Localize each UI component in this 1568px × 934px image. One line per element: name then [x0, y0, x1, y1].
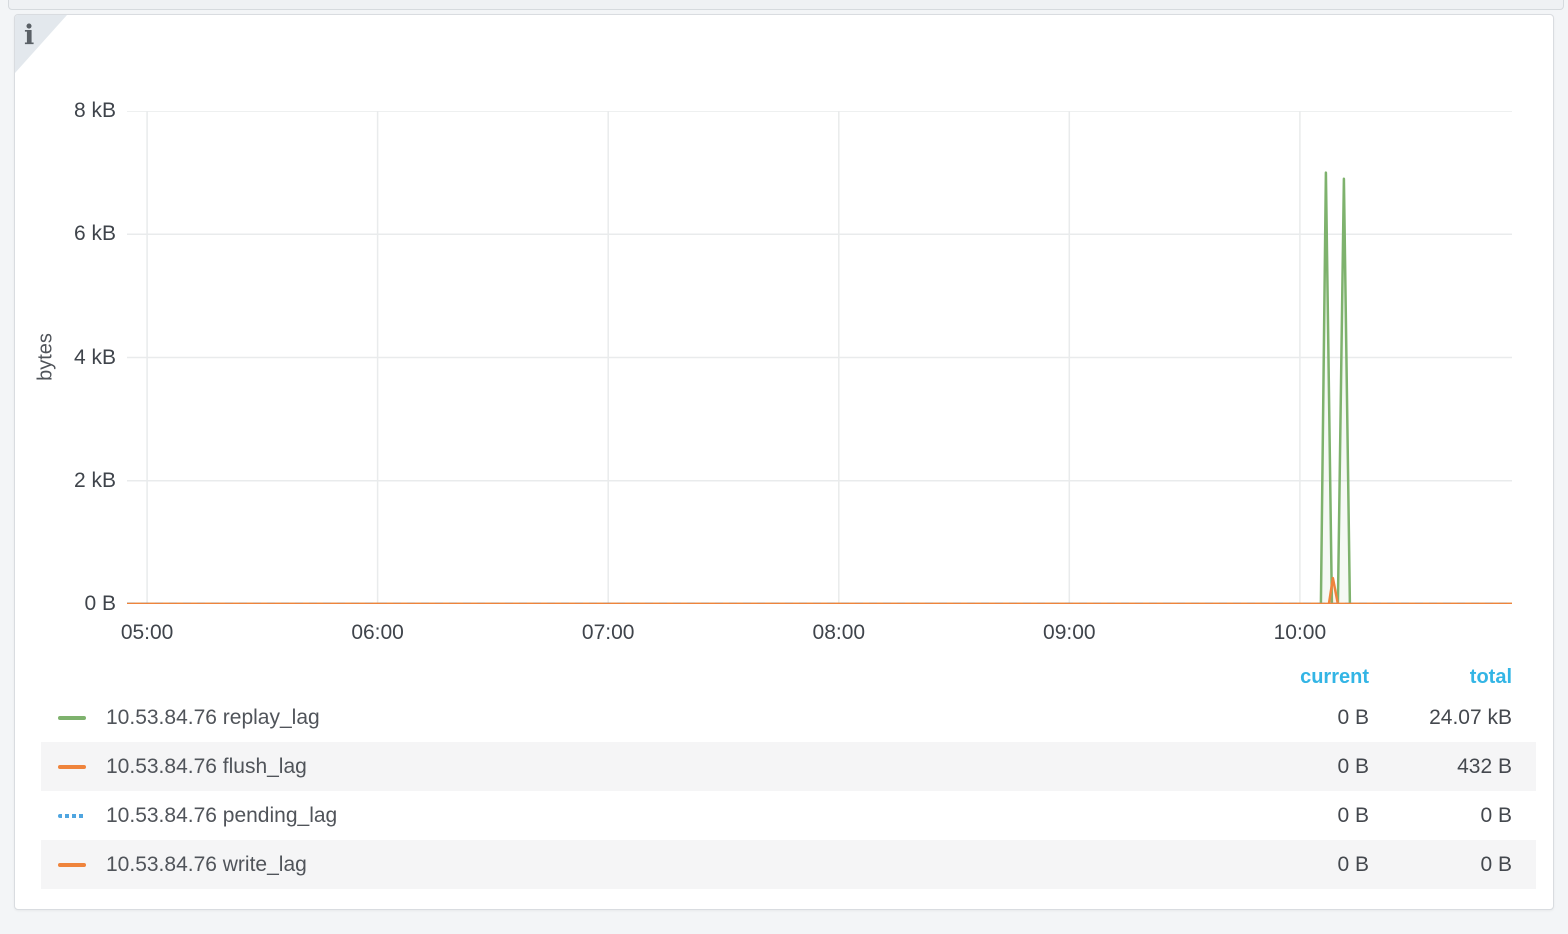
adjacent-panel-edge: [8, 0, 1564, 10]
y-axis-ticks: 0 B 2 kB 4 kB 6 kB 8 kB: [15, 99, 116, 615]
x-tick-label: 09:00: [1043, 621, 1096, 644]
x-tick-label: 05:00: [120, 621, 174, 644]
series-label[interactable]: 10.53.84.76 flush_lag: [106, 754, 307, 778]
series-current-value: 0 B: [1337, 705, 1369, 729]
series-total-value: 24.07 kB: [1429, 705, 1512, 729]
panel-info-corner[interactable]: [15, 15, 67, 73]
x-tick-label: 08:00: [812, 621, 866, 644]
x-axis-ticks: 05:00 06:00 07:00 08:00 09:00 10:00: [121, 621, 1512, 651]
x-tick-label: 07:00: [581, 621, 635, 644]
series-color-icon[interactable]: [58, 813, 86, 818]
series-total-value: 432 B: [1457, 754, 1512, 778]
series-line: [127, 171, 1512, 604]
x-tick-label: 06:00: [351, 621, 404, 644]
series-current-value: 0 B: [1337, 754, 1369, 778]
series-fill: [127, 578, 1512, 604]
series-color-icon[interactable]: [58, 862, 86, 867]
legend-sort-current[interactable]: current: [1300, 665, 1369, 688]
y-tick-label: 8 kB: [73, 99, 116, 122]
info-icon: i: [24, 20, 35, 51]
series-total-value: 0 B: [1480, 852, 1512, 876]
legend-sort-total[interactable]: total: [1469, 665, 1512, 688]
legend-row: 10.53.84.76 pending_lag 0 B 0 B: [41, 791, 1536, 840]
y-tick-label: 0 B: [84, 592, 116, 615]
y-tick-label: 2 kB: [73, 468, 116, 492]
legend-rows: 10.53.84.76 replay_lag 0 B 24.07 kB 10.53.8…: [41, 693, 1536, 889]
series-current-value: 0 B: [1337, 852, 1369, 876]
y-tick-label: 6 kB: [73, 222, 116, 246]
series-label[interactable]: 10.53.84.76 pending_lag: [106, 803, 338, 827]
legend-row: 10.53.84.76 flush_lag 0 B 432 B: [41, 742, 1536, 791]
y-tick-label: 4 kB: [73, 345, 116, 369]
series-line: [127, 576, 1512, 604]
series-color-icon[interactable]: [58, 764, 86, 769]
x-tick-label: 10:00: [1273, 621, 1327, 644]
series-color-icon[interactable]: [58, 715, 86, 720]
series-total-value: 0 B: [1480, 803, 1512, 827]
chart-plot-area[interactable]: [127, 111, 1512, 604]
legend-row: 10.53.84.76 replay_lag 0 B 24.07 kB: [41, 693, 1536, 742]
legend-row: 10.53.84.76 write_lag 0 B 0 B: [41, 840, 1536, 889]
series-fill: [127, 172, 1512, 604]
legend-header: current total: [41, 665, 1536, 693]
series-label[interactable]: 10.53.84.76 write_lag: [106, 852, 307, 876]
legend: current total 10.53.84.76 replay_lag 0 B 2…: [41, 665, 1536, 889]
series-current-value: 0 B: [1337, 803, 1369, 827]
series-label[interactable]: 10.53.84.76 replay_lag: [106, 705, 320, 729]
